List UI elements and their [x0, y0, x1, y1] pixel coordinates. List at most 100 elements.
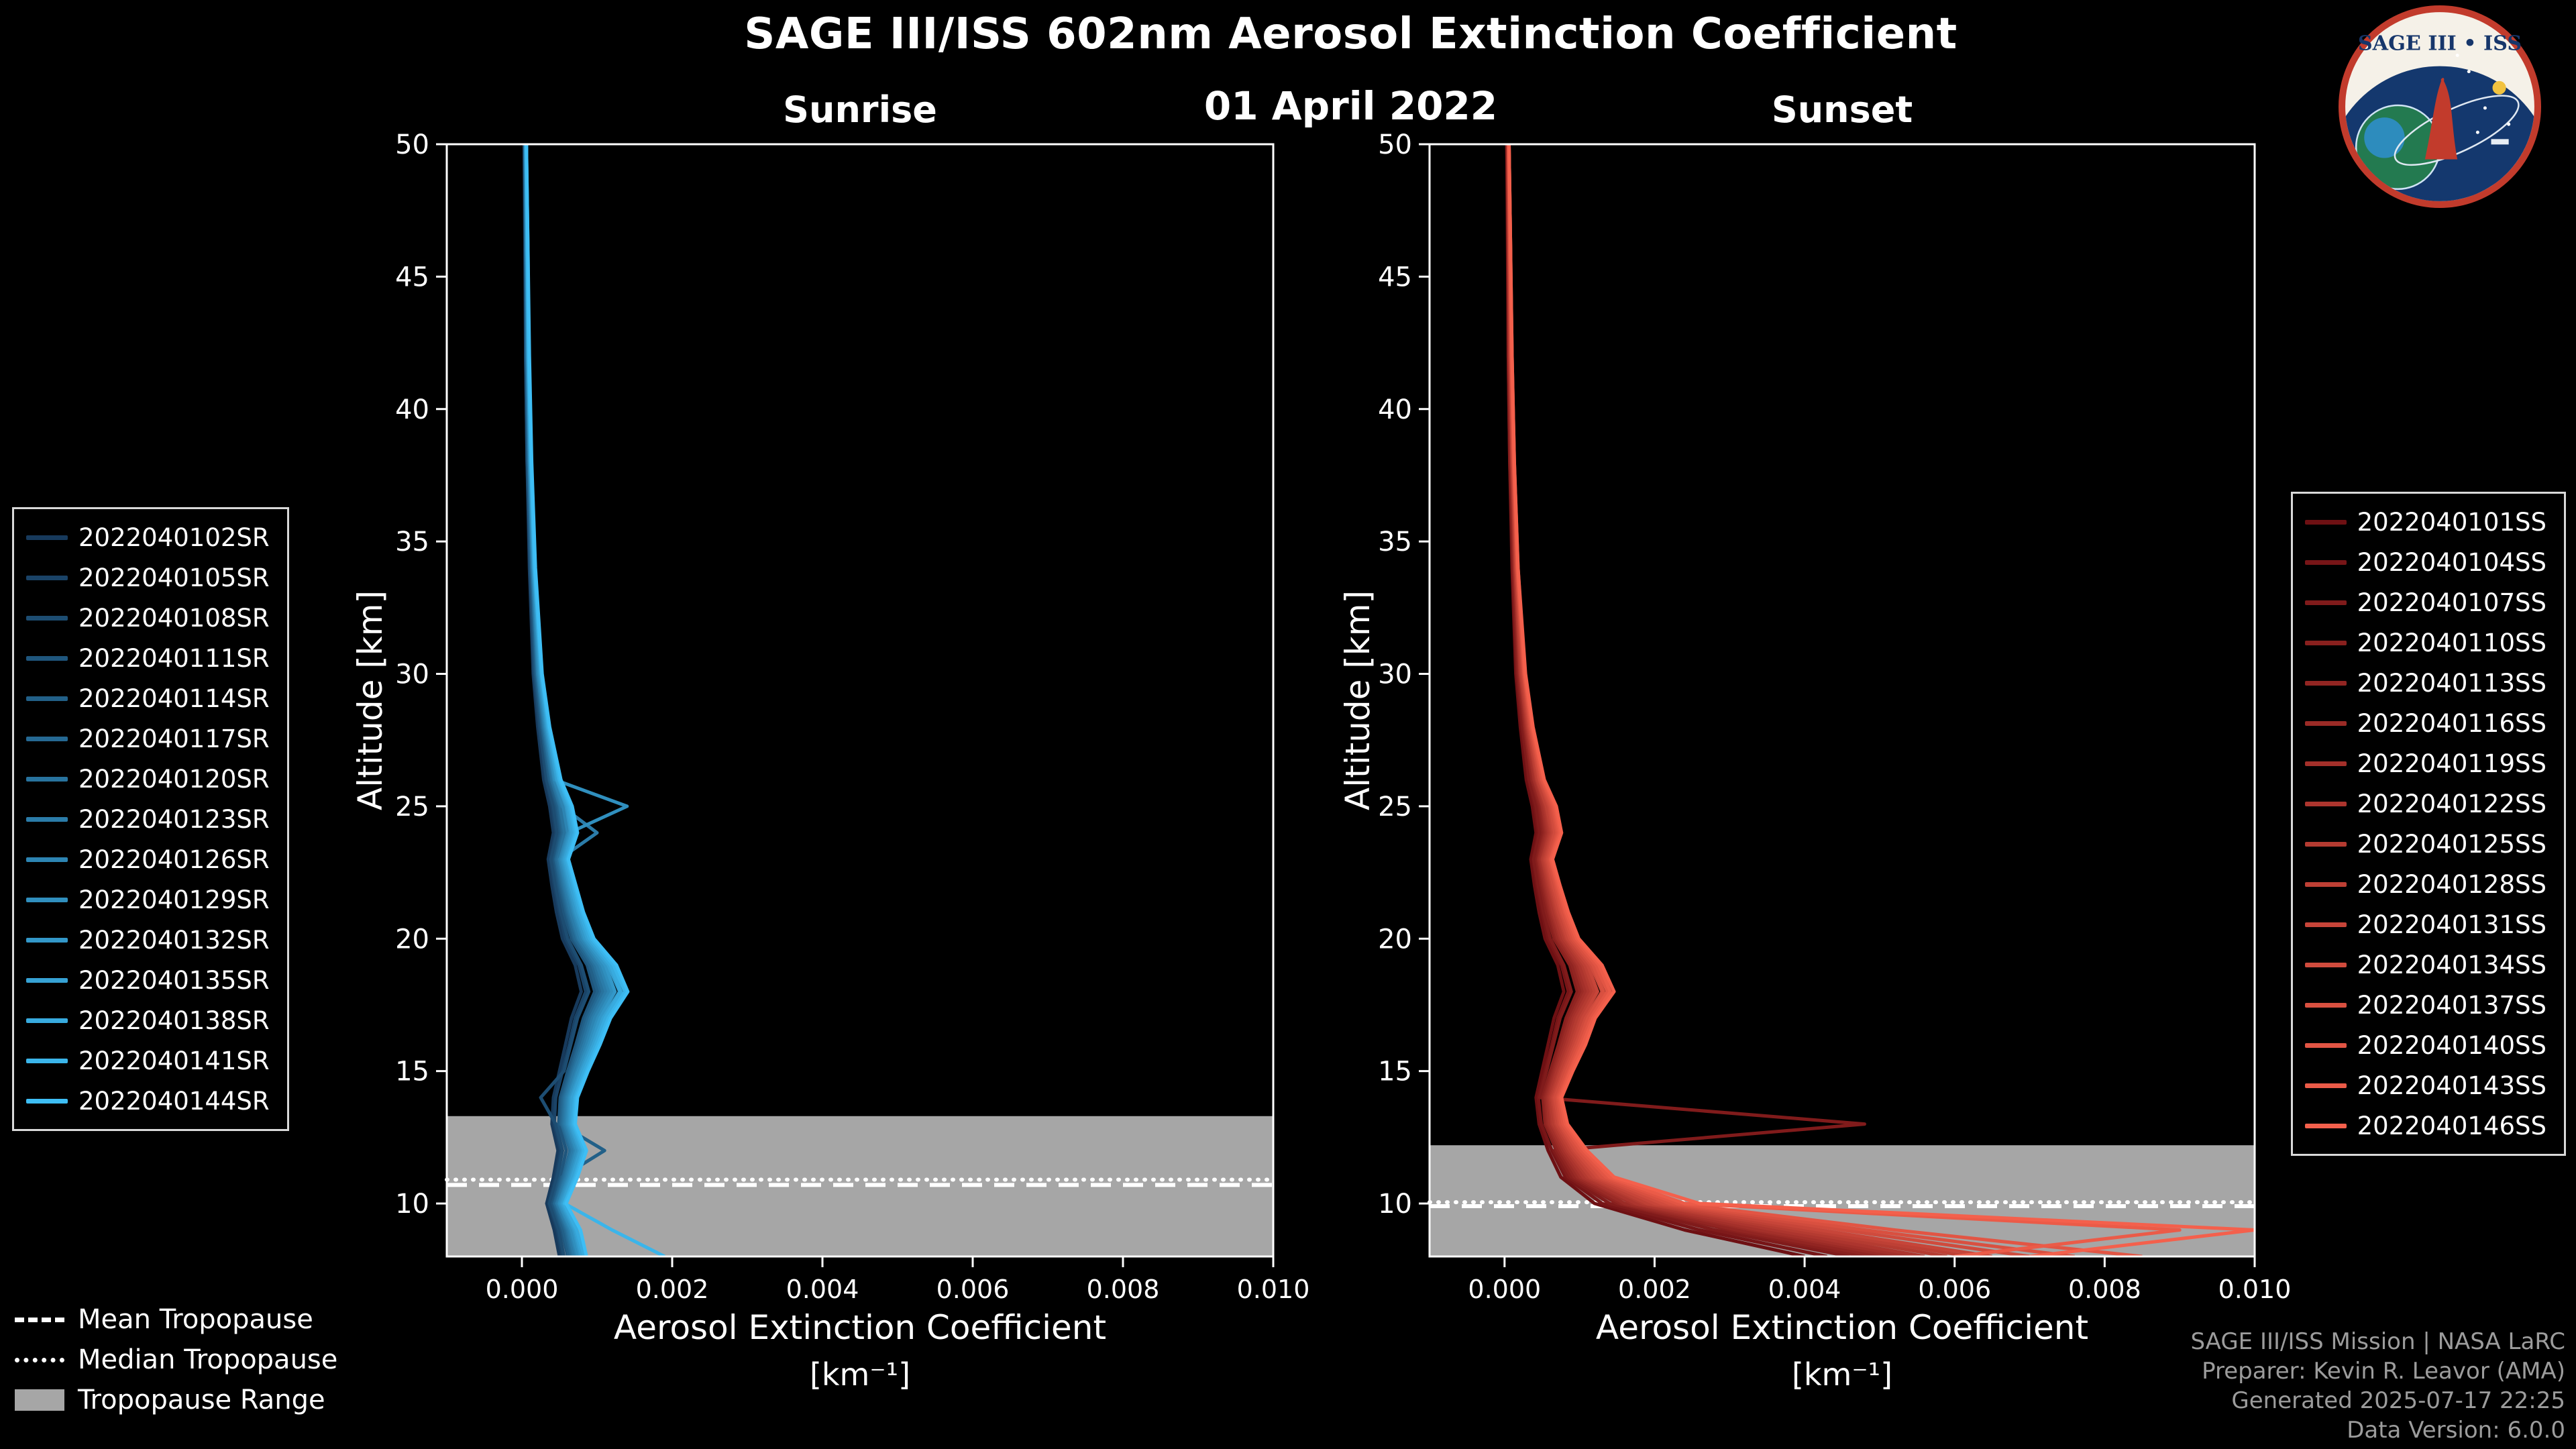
legend-label: 2022040138SR — [78, 1006, 270, 1035]
legend-item: 2022040146SS — [2304, 1106, 2546, 1146]
legend-label: 2022040129SR — [78, 885, 270, 914]
legend-item: 2022040116SS — [2304, 703, 2546, 743]
x-axis-label-sunset: Aerosol Extinction Coefficient — [1595, 1308, 2089, 1347]
logo-figure — [2424, 78, 2458, 160]
footer-line: Generated 2025-07-17 22:25 — [2231, 1387, 2565, 1414]
profile-line-2022040146SS — [1507, 144, 2255, 1256]
footer-line: Data Version: 6.0.0 — [2347, 1417, 2565, 1444]
legend-color-swatch — [26, 535, 68, 540]
tropopause-legend-item: Median Tropopause — [15, 1344, 337, 1375]
tropopause-legend-label: Mean Tropopause — [78, 1304, 313, 1335]
footer-line: Preparer: Kevin R. Leavor (AMA) — [2202, 1358, 2565, 1385]
legend-label: 2022040137SS — [2357, 990, 2546, 1020]
x-tick-label: 0.008 — [2068, 1275, 2141, 1304]
y-tick-label: 10 — [395, 1189, 429, 1220]
legend-item: 2022040113SS — [2304, 663, 2546, 703]
legend-color-swatch — [26, 696, 68, 701]
legend-color-swatch — [2304, 1123, 2347, 1128]
y-tick-label: 15 — [395, 1057, 429, 1087]
tropopause-legend: Mean Tropopause Median Tropopause Tropopau… — [15, 1304, 337, 1415]
legend-item: 2022040138SR — [26, 1000, 270, 1040]
legend-label: 2022040126SR — [78, 845, 270, 874]
sunset-panel-title: Sunset — [1771, 89, 1913, 131]
profile-line-2022040140SS — [1507, 144, 2143, 1256]
legend-label: 2022040107SS — [2357, 588, 2546, 617]
logo-title: SAGE III • ISS — [2358, 32, 2522, 55]
x-tick-label: 0.008 — [1087, 1275, 1160, 1304]
legend-label: 2022040108SR — [78, 603, 270, 633]
sunrise-panel-title: Sunrise — [783, 89, 937, 131]
tropopause-legend-label: Tropopause Range — [78, 1385, 325, 1415]
legend-color-swatch — [26, 897, 68, 902]
legend-color-swatch — [2304, 559, 2347, 565]
legend-item: 2022040122SS — [2304, 784, 2546, 824]
tropopause-legend-label: Median Tropopause — [78, 1344, 338, 1375]
legend-color-swatch — [2304, 640, 2347, 645]
x-axis-unit-sunset: [km⁻¹] — [1791, 1356, 1893, 1393]
legend-label: 2022040101SS — [2357, 507, 2546, 537]
sunset-panel: 0.000 0.002 0.004 0.006 0.008 0.010 10 15 20 25 30… — [1378, 129, 2291, 1304]
x-tick-label: 0.000 — [1468, 1275, 1541, 1304]
y-tick-label: 15 — [1378, 1057, 1412, 1087]
date-subtitle: 01 April 2022 — [1203, 83, 1498, 129]
panel-border — [1428, 143, 2256, 1258]
profile-line-2022040134SS — [1507, 144, 2030, 1256]
legend-color-swatch — [26, 857, 68, 862]
legend-label: 2022040144SR — [78, 1086, 270, 1116]
legend-label: 2022040123SR — [78, 804, 270, 834]
y-tick-label: 20 — [1378, 924, 1412, 955]
legend-item: 2022040117SR — [26, 718, 270, 759]
y-tick-label: 45 — [1378, 262, 1412, 292]
profile-line-2022040131SS — [1506, 144, 1992, 1256]
y-tick-label: 25 — [1378, 792, 1412, 822]
legend-color-swatch — [26, 816, 68, 822]
legend-color-swatch — [26, 1058, 68, 1063]
x-tick-label: 0.010 — [1237, 1275, 1310, 1304]
legend-item: 2022040101SS — [2304, 502, 2546, 542]
legend-item: 2022040119SS — [2304, 743, 2546, 784]
tropopause-legend-item: Tropopause Range — [15, 1385, 337, 1415]
y-tick-label: 50 — [1378, 129, 1412, 160]
logo-sun — [2492, 80, 2506, 95]
y-tick-label: 35 — [395, 527, 429, 557]
legend-color-swatch — [2304, 1083, 2347, 1088]
legend-label: 2022040116SS — [2357, 708, 2546, 738]
x-tick-label: 0.010 — [2218, 1275, 2292, 1304]
x-tick-label: 0.000 — [486, 1275, 559, 1304]
legend-item: 2022040125SS — [2304, 824, 2546, 864]
legend-color-swatch — [26, 977, 68, 983]
y-tick-label: 35 — [1378, 527, 1412, 557]
legend-item: 2022040105SR — [26, 557, 270, 598]
legend-color-swatch — [26, 575, 68, 580]
legend-item: 2022040104SS — [2304, 542, 2546, 582]
legend-label: 2022040104SS — [2357, 547, 2546, 577]
legend-item: 2022040111SR — [26, 638, 270, 678]
profile-line-2022040125SS — [1506, 144, 1947, 1256]
legend-label: 2022040134SS — [2357, 950, 2546, 979]
legend-color-swatch — [2304, 680, 2347, 686]
x-tick-label: 0.002 — [1618, 1275, 1691, 1304]
legend-color-swatch — [26, 1018, 68, 1023]
dashed-swatch — [15, 1317, 64, 1322]
y-tick-label: 30 — [395, 659, 429, 690]
dotted-swatch — [15, 1357, 64, 1362]
legend-color-swatch — [2304, 962, 2347, 967]
logo-iss — [2491, 139, 2509, 145]
legend-color-swatch — [2304, 761, 2347, 766]
sunrise-legend: 2022040102SR 2022040105SR 2022040108SR 2022… — [12, 507, 289, 1131]
y-tick-label: 45 — [395, 262, 429, 292]
legend-item: 2022040141SR — [26, 1040, 270, 1081]
legend-label: 2022040114SR — [78, 684, 270, 713]
legend-color-swatch — [2304, 922, 2347, 927]
legend-label: 2022040111SR — [78, 643, 270, 673]
legend-item: 2022040108SR — [26, 598, 270, 638]
legend-label: 2022040128SS — [2357, 869, 2546, 899]
legend-color-swatch — [26, 937, 68, 943]
x-axis-unit-sunrise: [km⁻¹] — [809, 1356, 911, 1393]
y-axis-label-sunrise: Altitude [km] — [351, 590, 390, 810]
x-tick-label: 0.006 — [936, 1275, 1010, 1304]
legend-item: 2022040135SR — [26, 960, 270, 1000]
legend-color-swatch — [2304, 720, 2347, 726]
y-tick-label: 40 — [1378, 394, 1412, 425]
